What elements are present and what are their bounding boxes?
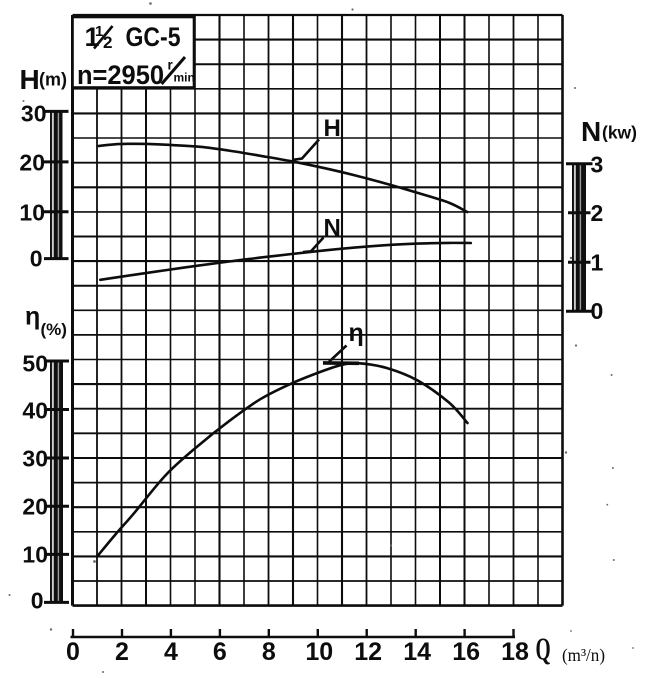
svg-text:14: 14 <box>403 638 431 666</box>
svg-text:(kw): (kw) <box>602 123 637 143</box>
svg-text:50: 50 <box>22 350 48 376</box>
svg-text:0: 0 <box>66 638 80 666</box>
svg-text:3: 3 <box>591 152 604 178</box>
svg-text:GC-5: GC-5 <box>126 22 181 52</box>
svg-text:0: 0 <box>591 298 604 324</box>
svg-text:30: 30 <box>22 445 48 471</box>
svg-text:(m³/n): (m³/n) <box>562 645 605 666</box>
svg-text:6: 6 <box>213 638 227 666</box>
svg-text:N: N <box>324 215 341 242</box>
svg-text:16: 16 <box>452 638 480 666</box>
svg-text:2: 2 <box>115 638 129 666</box>
svg-text:0: 0 <box>31 588 44 614</box>
svg-text:10: 10 <box>22 542 48 568</box>
svg-text:20: 20 <box>19 149 45 175</box>
svg-text:30: 30 <box>21 100 47 126</box>
svg-text:(m): (m) <box>39 70 67 90</box>
svg-text:η: η <box>25 303 40 331</box>
svg-text:10: 10 <box>305 638 333 666</box>
svg-text:8: 8 <box>262 638 276 666</box>
svg-text:12: 12 <box>354 638 382 666</box>
svg-text:4: 4 <box>164 638 178 666</box>
svg-text:H: H <box>20 64 40 95</box>
svg-text:min: min <box>174 71 195 85</box>
svg-text:2: 2 <box>103 33 112 52</box>
svg-text:40: 40 <box>22 398 48 424</box>
svg-text:2: 2 <box>591 200 604 226</box>
svg-text:0: 0 <box>30 246 43 272</box>
svg-text:N: N <box>581 116 601 147</box>
svg-text:H: H <box>324 115 341 142</box>
svg-text:η: η <box>349 319 364 347</box>
svg-text:1: 1 <box>591 250 604 276</box>
svg-text:Q: Q <box>536 632 551 667</box>
svg-text:10: 10 <box>19 199 45 225</box>
svg-text:(%): (%) <box>41 320 67 339</box>
svg-text:18: 18 <box>501 638 529 666</box>
svg-text:20: 20 <box>22 493 48 519</box>
svg-text:n=2950: n=2950 <box>77 60 164 90</box>
